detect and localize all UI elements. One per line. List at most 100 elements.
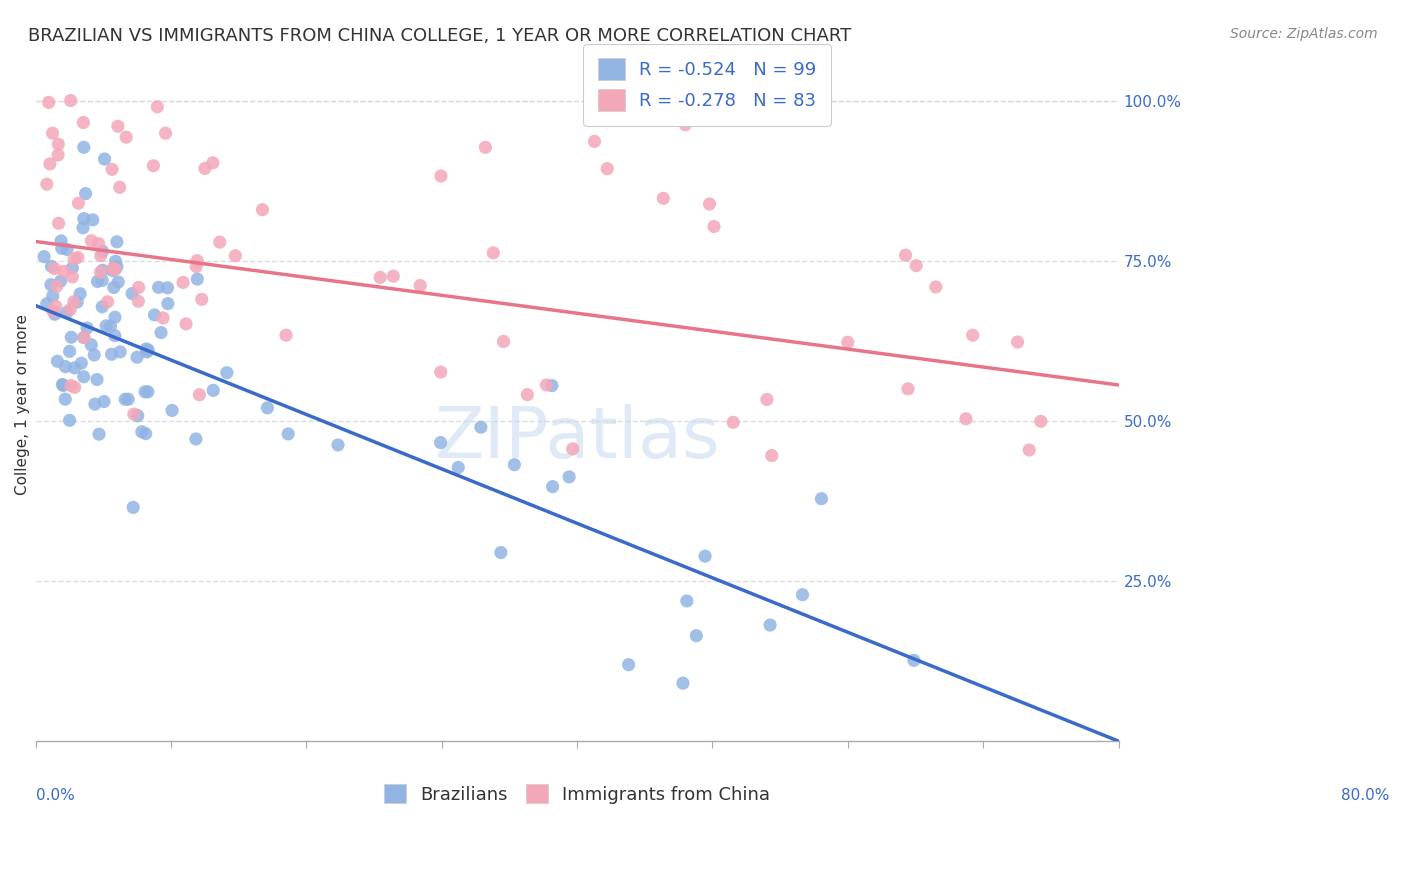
Point (53, 359, 76, 374)
Point (596, 161, 619, 176)
Point (1029, 414, 1052, 428)
Point (224, 249, 246, 263)
Point (107, 275, 129, 289)
Point (558, 470, 581, 484)
Point (56, 243, 79, 257)
Point (51, 241, 73, 255)
Point (46, 354, 69, 368)
Point (186, 272, 208, 286)
Point (721, 415, 744, 429)
Point (60, 269, 83, 284)
Point (121, 286, 143, 301)
Point (673, 118, 696, 132)
Point (894, 248, 917, 262)
Point (429, 365, 451, 379)
Point (114, 392, 136, 407)
Point (135, 426, 157, 441)
Point (156, 296, 179, 310)
Point (201, 156, 224, 170)
Point (516, 387, 538, 401)
Point (905, 259, 928, 273)
Point (46, 137, 69, 152)
Point (152, 310, 174, 325)
Point (53, 392, 76, 407)
Point (128, 280, 150, 294)
Point (63, 380, 86, 394)
Point (617, 657, 640, 672)
Point (39, 277, 62, 292)
Point (792, 588, 814, 602)
Point (75, 186, 97, 201)
Point (101, 261, 124, 276)
Point (160, 403, 183, 417)
Point (72, 115, 94, 129)
Point (104, 328, 127, 343)
Point (76, 321, 98, 335)
Point (45, 299, 67, 313)
Point (91, 300, 114, 314)
Point (150, 326, 173, 340)
Point (93, 152, 115, 166)
Point (117, 392, 139, 407)
Point (90, 249, 112, 263)
Point (86, 372, 108, 386)
Point (699, 197, 721, 211)
Point (186, 253, 208, 268)
Point (274, 328, 297, 343)
Point (42, 289, 65, 303)
Point (184, 432, 207, 446)
Point (382, 269, 405, 284)
Point (962, 328, 984, 343)
Point (66, 251, 89, 265)
Point (583, 135, 606, 149)
Point (108, 180, 131, 194)
Point (252, 202, 274, 217)
Point (202, 384, 225, 398)
Point (755, 392, 778, 407)
Point (122, 500, 145, 515)
Point (87, 236, 110, 251)
Point (60, 378, 83, 392)
Point (194, 161, 217, 176)
Point (101, 162, 124, 177)
Point (277, 426, 299, 441)
Point (188, 388, 211, 402)
Point (172, 276, 194, 290)
Point (51, 377, 73, 392)
Point (186, 260, 208, 274)
Point (652, 191, 675, 205)
Point (84, 397, 107, 411)
Point (925, 280, 948, 294)
Point (127, 294, 149, 309)
Point (215, 366, 238, 380)
Point (134, 384, 156, 399)
Point (759, 618, 782, 632)
Point (35, 297, 58, 311)
Point (49, 234, 72, 248)
Point (693, 549, 716, 564)
Point (73, 140, 96, 154)
Point (503, 458, 526, 472)
Point (45, 279, 67, 293)
Point (1018, 442, 1040, 457)
Point (409, 278, 432, 293)
Point (60, 330, 83, 344)
Point (897, 382, 920, 396)
Point (62, 294, 84, 309)
Point (82, 212, 104, 227)
Point (685, 629, 707, 643)
Text: Source: ZipAtlas.com: Source: ZipAtlas.com (1230, 27, 1378, 41)
Point (148, 280, 170, 294)
Point (474, 140, 496, 154)
Text: BRAZILIAN VS IMMIGRANTS FROM CHINA COLLEGE, 1 YEAR OR MORE CORRELATION CHART: BRAZILIAN VS IMMIGRANTS FROM CHINA COLLE… (28, 27, 852, 45)
Point (174, 317, 197, 331)
Point (69, 286, 91, 301)
Point (136, 384, 159, 399)
Point (67, 196, 90, 211)
Point (100, 347, 122, 361)
Point (489, 545, 512, 559)
Point (703, 219, 725, 234)
Point (492, 334, 515, 349)
Point (208, 235, 231, 249)
Point (44, 261, 66, 276)
